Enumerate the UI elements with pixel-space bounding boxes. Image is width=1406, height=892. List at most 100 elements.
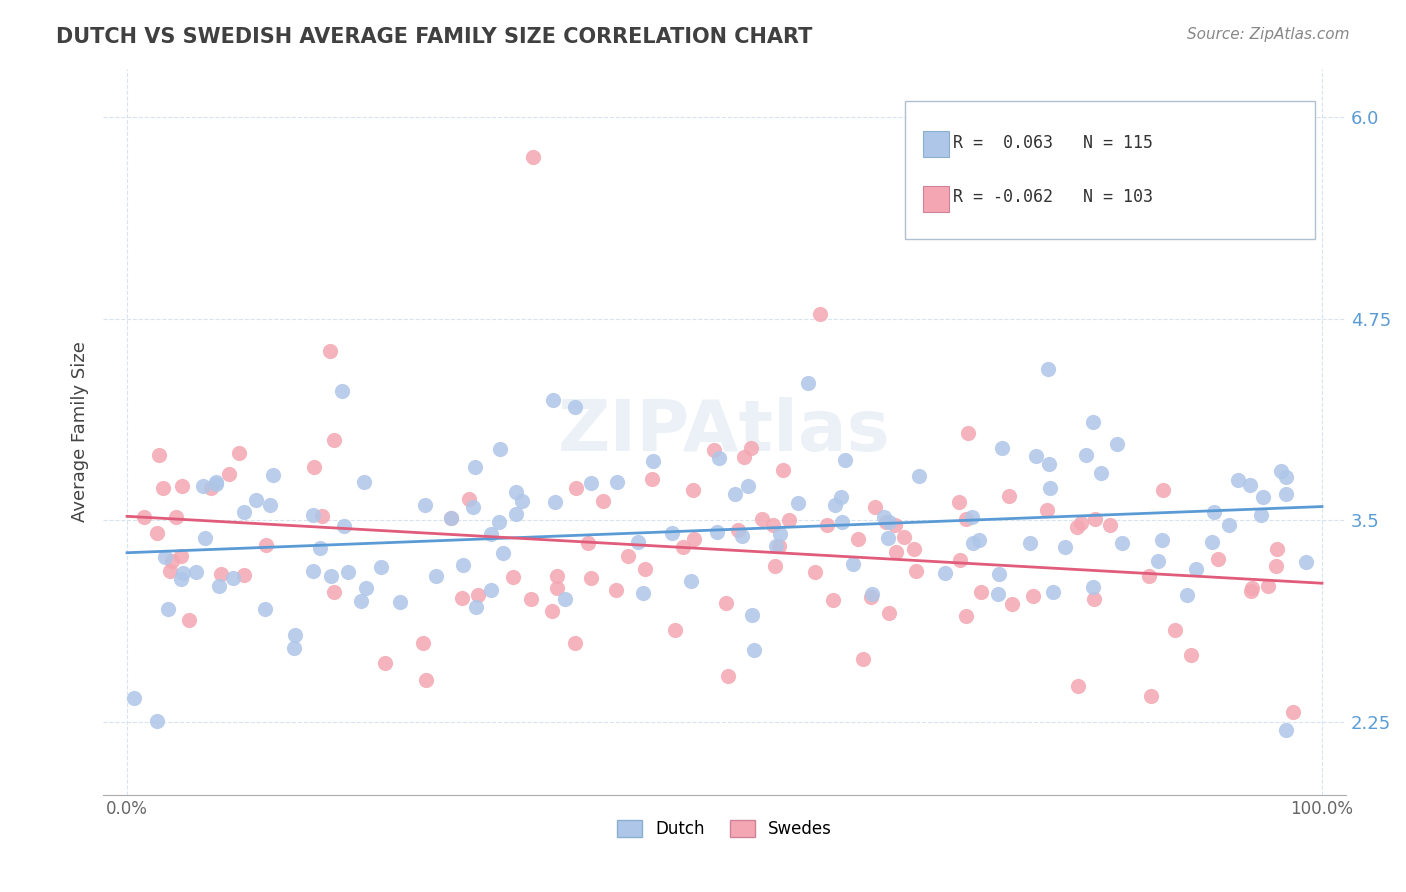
Point [1185,562,1208,576]
Point [762,518,785,533]
Point [860,587,883,601]
Point [579,570,602,584]
Point [191,479,214,493]
Point [232,568,254,582]
Point [1111,535,1133,549]
Point [751,512,773,526]
Point [987,567,1010,582]
Point [412,636,434,650]
Point [262,468,284,483]
Point [1267,542,1289,557]
Point [1018,536,1040,550]
Point [772,463,794,477]
Point [969,533,991,547]
Point [330,384,353,399]
Point [254,602,277,616]
Point [1295,555,1317,569]
Point [467,588,489,602]
Point [194,532,217,546]
Point [703,443,725,458]
Point [1081,580,1104,594]
Point [323,433,346,447]
Y-axis label: Average Family Size: Average Family Size [72,341,89,522]
Point [877,515,900,529]
Point [492,545,515,559]
Point [1250,508,1272,523]
Point [1282,705,1305,719]
Point [541,604,564,618]
Point [707,451,730,466]
Bar [924,186,949,212]
Point [205,476,228,491]
FancyBboxPatch shape [904,101,1315,239]
Point [681,574,703,589]
Point [970,585,993,599]
Point [1274,470,1296,484]
Point [831,515,853,529]
Point [479,526,502,541]
Point [544,495,567,509]
Point [146,714,169,729]
Point [741,607,763,622]
Point [1070,516,1092,530]
Point [200,481,222,495]
Point [852,651,875,665]
Point [634,562,657,576]
Point [451,558,474,573]
Point [302,508,325,523]
Point [1054,540,1077,554]
Point [319,343,342,358]
Point [564,636,586,650]
Point [245,493,267,508]
Point [415,673,437,687]
Point [903,541,925,556]
Point [1021,589,1043,603]
Point [232,505,254,519]
Text: ZIPAtlas: ZIPAtlas [558,397,891,467]
Point [769,526,792,541]
Point [884,545,907,559]
Point [727,523,749,537]
Point [893,530,915,544]
Point [1084,512,1107,526]
Point [1226,473,1249,487]
Point [218,467,240,482]
Point [543,392,565,407]
Point [353,475,375,490]
Point [842,557,865,571]
Point [883,518,905,533]
Point [1001,597,1024,611]
Point [797,376,820,391]
Point [170,572,193,586]
Point [479,582,502,597]
Point [765,558,787,573]
Point [1218,518,1240,533]
Point [724,487,747,501]
Point [1202,505,1225,519]
Point [319,569,342,583]
Point [1240,581,1263,595]
Point [640,472,662,486]
Point [311,509,333,524]
Point [1039,482,1062,496]
Point [165,510,187,524]
Point [617,549,640,563]
Point [159,564,181,578]
Point [1275,487,1298,501]
Point [172,566,194,580]
Point [160,554,183,568]
Point [834,452,856,467]
Point [960,509,983,524]
Point [1239,478,1261,492]
Point [146,526,169,541]
Point [576,536,599,550]
Point [259,498,281,512]
Point [458,491,481,506]
Point [592,493,614,508]
Point [465,600,488,615]
Point [606,475,628,489]
Point [209,567,232,582]
Point [512,494,534,508]
Point [948,495,970,509]
Point [1038,362,1060,376]
